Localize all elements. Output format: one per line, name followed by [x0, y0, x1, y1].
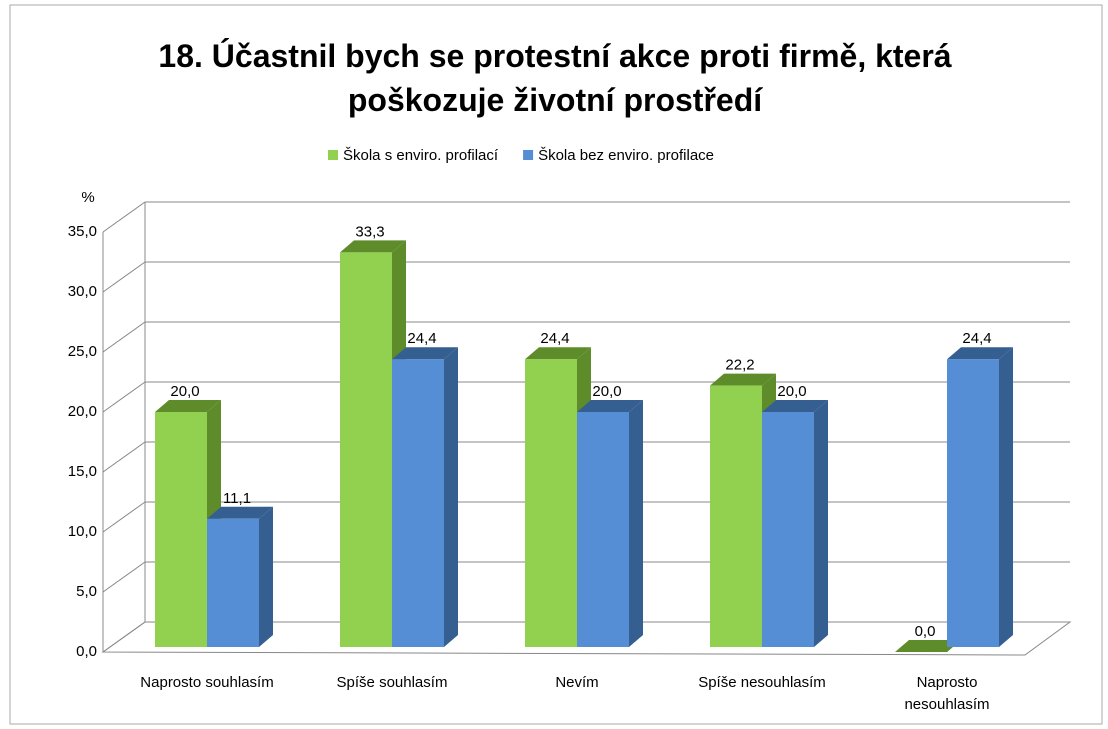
- y-tick-label: 35,0: [68, 223, 97, 240]
- grid-line: [102, 561, 146, 593]
- grid-line: [102, 501, 146, 533]
- bar-top: [762, 400, 828, 412]
- bar: [762, 412, 814, 647]
- x-tick-label: Spíše souhlasím: [336, 674, 448, 691]
- grid-line: [102, 381, 146, 413]
- value-label: 20,0: [777, 383, 806, 400]
- legend-label: Škola bez enviro. profilace: [538, 147, 714, 164]
- bar-side: [629, 400, 643, 647]
- x-tick-label: Naprosto souhlasím: [140, 674, 274, 691]
- bar-top: [577, 400, 643, 412]
- bar-top: [525, 347, 591, 360]
- bar-top: [340, 240, 406, 253]
- y-tick-label: 25,0: [68, 343, 97, 360]
- bar: [947, 359, 999, 647]
- y-tick-label: 5,0: [76, 583, 97, 600]
- grid-line: [102, 621, 146, 653]
- grid-line: [102, 201, 146, 233]
- bar: [207, 518, 259, 647]
- x-tick-label: Naprosto nesouhlasím: [904, 674, 990, 713]
- grid-line: [102, 321, 146, 353]
- value-label: 20,0: [592, 383, 621, 400]
- legend-swatch: [523, 150, 534, 160]
- bar: [710, 385, 762, 647]
- y-tick-label: 10,0: [68, 523, 97, 540]
- bar-side: [814, 400, 828, 647]
- chart-title: 18. Účastnil bych se protestní akce prot…: [158, 38, 952, 118]
- bar: [340, 252, 392, 647]
- value-label: 33,3: [355, 223, 384, 240]
- legend-label: Škola s enviro. profilací: [343, 147, 499, 164]
- y-axis-label: %: [81, 189, 94, 206]
- y-tick-label: 30,0: [68, 283, 97, 300]
- x-tick-label: Nevím: [555, 674, 599, 691]
- grid-line: [102, 441, 146, 473]
- bar: [577, 412, 629, 647]
- value-label: 24,4: [962, 330, 991, 347]
- value-label: 24,4: [407, 330, 436, 347]
- x-tick-label: Spíše nesouhlasím: [698, 674, 826, 691]
- value-label: 22,2: [725, 357, 754, 374]
- bar-side: [259, 506, 273, 647]
- bar-top: [895, 640, 961, 652]
- bar-side: [999, 347, 1013, 647]
- value-label: 20,0: [170, 383, 199, 400]
- grid-line: [102, 261, 146, 293]
- legend-swatch: [328, 150, 338, 160]
- y-tick-label: 20,0: [68, 403, 97, 420]
- bar-top: [392, 347, 458, 360]
- value-label: 0,0: [915, 623, 936, 640]
- bar-side: [444, 347, 458, 647]
- bar-top: [207, 506, 273, 519]
- bar: [525, 359, 577, 647]
- chart-border: [9, 4, 1103, 725]
- value-label: 24,4: [540, 330, 569, 347]
- bar: [155, 412, 207, 647]
- value-label: 11,1: [223, 490, 251, 507]
- bar-top: [710, 373, 776, 386]
- bar-top: [155, 400, 221, 412]
- bar-top: [947, 347, 1013, 360]
- bar: [392, 359, 444, 647]
- y-tick-label: 15,0: [68, 463, 97, 480]
- y-tick-label: 0,0: [76, 643, 97, 660]
